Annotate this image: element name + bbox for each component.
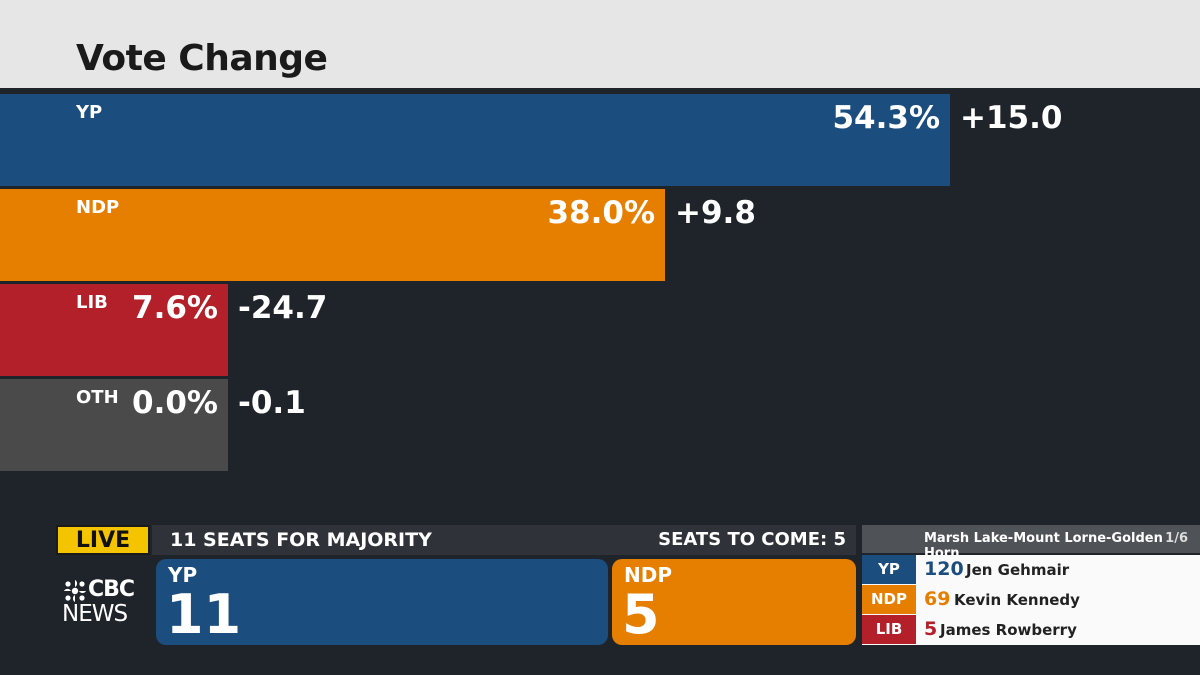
candidate-votes: 5	[924, 618, 938, 640]
bar-party-label: YP	[76, 102, 103, 123]
riding-panel: Marsh Lake-Mount Lorne-Golden Horn 1/6 Y…	[862, 525, 1200, 645]
bar-party-label: LIB	[76, 292, 108, 313]
candidate-row: LIB 5 James Rowberry	[862, 615, 1200, 644]
bar-value-label: 54.3%	[832, 100, 940, 136]
bar-party-label: OTH	[76, 387, 119, 408]
bar-lib: LIB 7.6%	[0, 284, 228, 376]
header: Vote Change	[0, 0, 1200, 88]
candidate-party: LIB	[862, 615, 916, 644]
seat-party-label: NDP	[624, 563, 672, 587]
seat-party-label: YP	[168, 563, 198, 587]
bar-oth: OTH 0.0%	[0, 379, 228, 471]
bar-change-label: -24.7	[238, 290, 328, 326]
riding-page-indicator: 1/6	[1165, 531, 1188, 546]
logo-cbc-text: CBC	[88, 577, 135, 602]
bar-change-label: +9.8	[675, 195, 756, 231]
candidate-party: NDP	[862, 585, 916, 614]
bar-value-label: 38.0%	[547, 195, 655, 231]
seat-count: 11	[166, 583, 242, 645]
candidate-votes: 120	[924, 558, 964, 580]
seat-block-ndp: NDP 5	[612, 559, 856, 645]
bar-ndp: NDP 38.0%	[0, 189, 665, 281]
seats-to-come: SEATS TO COME: 5	[658, 529, 846, 550]
seat-count: 5	[622, 583, 660, 645]
page-title: Vote Change	[76, 38, 328, 79]
logo-news-text: NEWS	[62, 601, 128, 627]
live-badge: LIVE	[56, 525, 150, 555]
candidate-name: Jen Gehmair	[966, 561, 1070, 579]
bar-yp: YP 54.3%	[0, 94, 950, 186]
candidate-row: NDP 69 Kevin Kennedy	[862, 585, 1200, 614]
bar-party-label: NDP	[76, 197, 120, 218]
riding-header: Marsh Lake-Mount Lorne-Golden Horn 1/6	[862, 525, 1200, 561]
candidate-name: Kevin Kennedy	[954, 591, 1080, 609]
majority-text: 11 SEATS FOR MAJORITY	[170, 529, 432, 551]
bar-value-label: 0.0%	[132, 385, 218, 421]
bar-value-label: 7.6%	[132, 290, 218, 326]
seat-block-yp: YP 11	[156, 559, 608, 645]
candidate-votes: 69	[924, 588, 951, 610]
riding-candidates: YP 120 Jen Gehmair NDP 69 Kevin Kennedy …	[862, 555, 1200, 645]
majority-strip: 11 SEATS FOR MAJORITY SEATS TO COME: 5	[152, 525, 856, 555]
cbc-gem-icon	[64, 580, 86, 602]
bar-change-label: +15.0	[960, 100, 1063, 136]
candidate-name: James Rowberry	[940, 621, 1077, 639]
candidate-row: YP 120 Jen Gehmair	[862, 555, 1200, 584]
bar-change-label: -0.1	[238, 385, 306, 421]
results-ticker: LIVE 11 SEATS FOR MAJORITY SEATS TO COME…	[56, 525, 1200, 675]
candidate-party: YP	[862, 555, 916, 584]
vote-change-chart: YP 54.3% +15.0 NDP 38.0% +9.8 LIB 7.6% -24.7 OTH 0…	[0, 94, 1200, 484]
